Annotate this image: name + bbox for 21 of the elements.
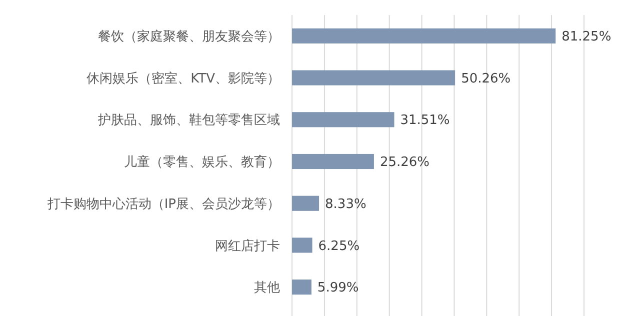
bar [292,196,320,211]
bar [292,238,312,253]
y-tick-label: 网红店打卡 [215,238,280,254]
y-tick-label: 餐饮（家庭聚餐、朋友聚会等） [98,28,280,44]
data-label: 81.25% [562,29,612,44]
bar [292,28,556,44]
bar [292,154,374,170]
data-label: 5.99% [317,280,359,296]
data-label: 8.33% [325,196,366,212]
data-label: 50.26% [461,71,511,86]
bar [292,280,312,295]
data-label: 25.26% [380,155,430,170]
y-tick-label: 休闲娱乐（密室、KTV、影院等） [86,70,280,86]
y-tick-label: 打卡购物中心活动（IP展、会员沙龙等） [46,196,280,212]
y-tick-label: 儿童（零售、娱乐、教育） [124,154,280,170]
y-tick-label: 其他 [254,280,280,296]
data-label: 31.51% [400,113,450,128]
bar [292,112,394,128]
y-tick-label: 护肤品、服饰、鞋包等零售区域 [97,113,280,128]
data-label: 6.25% [318,238,360,254]
bar [292,70,456,86]
